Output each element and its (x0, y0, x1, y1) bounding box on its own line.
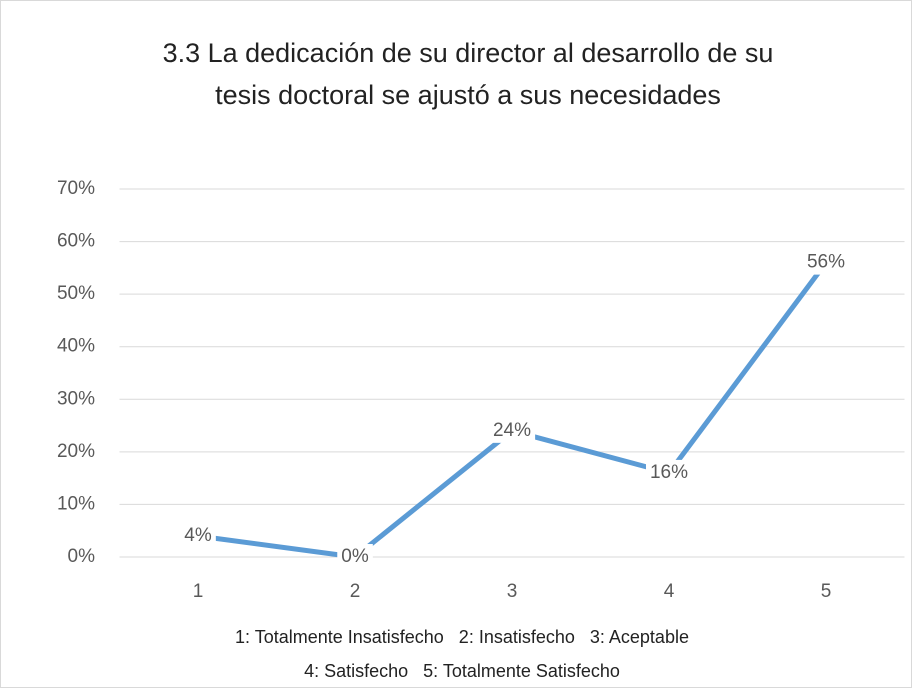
y-tick-label: 60% (57, 231, 95, 252)
y-tick-label: 70% (57, 178, 95, 199)
x-tick-label: 1 (193, 581, 204, 602)
x-tick-label: 2 (350, 581, 361, 602)
category-key: 4: Satisfecho 5: Totalmente Satisfecho (304, 661, 620, 681)
value-label: 24% (493, 420, 531, 441)
category-key: 1: Totalmente Insatisfecho 2: Insatisfec… (235, 627, 689, 647)
y-tick-label: 40% (57, 336, 95, 357)
y-tick-label: 0% (68, 546, 96, 567)
x-tick-label: 4 (664, 581, 675, 602)
x-tick-label: 3 (507, 581, 518, 602)
value-label-background (645, 459, 693, 485)
y-tick-label: 50% (57, 283, 95, 304)
chart-title: tesis doctoral se ajustó a sus necesidad… (215, 80, 721, 110)
y-tick-label: 20% (57, 441, 95, 462)
y-tick-label: 10% (57, 493, 95, 514)
y-tick-label: 30% (57, 388, 95, 409)
value-label-background (180, 522, 216, 548)
value-label: 0% (341, 546, 369, 567)
x-tick-label: 5 (821, 581, 832, 602)
chart-title: 3.3 La dedicación de su director al desa… (163, 38, 774, 68)
value-label: 16% (650, 462, 688, 483)
value-label-background (488, 417, 536, 443)
value-label-background (337, 544, 373, 570)
value-label-background (802, 249, 850, 275)
value-label: 4% (184, 525, 212, 546)
value-label: 56% (807, 252, 845, 273)
